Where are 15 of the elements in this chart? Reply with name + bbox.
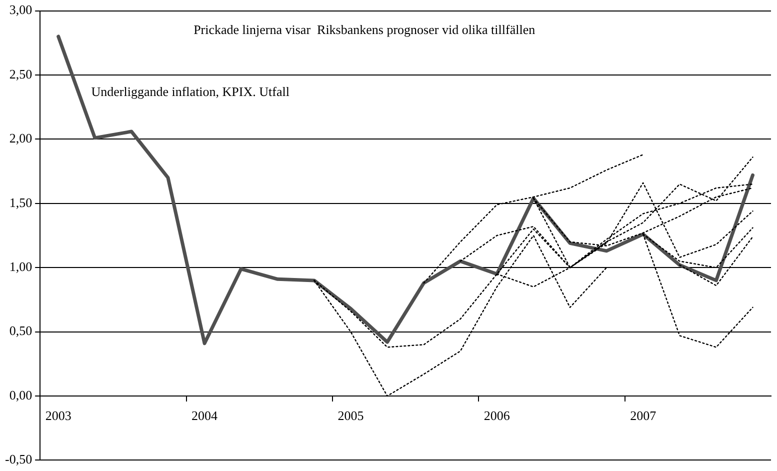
series-label: Underliggande inflation, KPIX. Utfall [91,84,290,100]
y-tick-label: 0,00 [9,387,32,402]
x-tick-label: 2004 [192,408,218,424]
x-tick-label: 2006 [484,408,510,424]
x-tick-label: 2005 [338,408,364,424]
y-tick-label: 0,50 [9,323,32,338]
annotation: Prickade linjerna visar Riksbankens prognoser vid olika tillfällen [194,22,536,38]
y-tick-label: 1,00 [9,259,32,274]
y-tick-label: 2,00 [9,130,32,146]
x-tick-label: 2007 [630,408,657,424]
y-tick-label: 3,00 [9,2,32,18]
y-tick-label: 1,50 [9,194,32,210]
x-tick-label: 2003 [45,408,72,424]
y-tick-label: 2,50 [9,66,32,82]
y-tick-label: -0,50 [4,452,32,467]
